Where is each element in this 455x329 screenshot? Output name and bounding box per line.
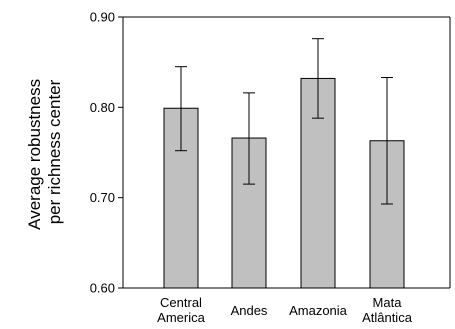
- y-axis-title-line-2: per richness center: [45, 79, 64, 224]
- x-tick-label: Andes: [231, 303, 268, 318]
- x-tick-label-line: Mata: [373, 295, 403, 310]
- x-tick-label-line: America: [157, 310, 205, 325]
- y-ticks-group: 0.60 0.70 0.80 0.90: [90, 10, 123, 296]
- x-tick-label: Amazonia: [289, 303, 348, 318]
- y-axis-title: Average robustness per richness center: [25, 74, 64, 230]
- x-tick-label-line: Atlântica: [362, 310, 413, 325]
- x-tick-label: Mata Atlântica: [362, 295, 413, 325]
- x-tick-label-line: Amazonia: [289, 303, 348, 318]
- x-tick-label-line: Andes: [231, 303, 268, 318]
- bars-group: [163, 38, 405, 289]
- x-labels-group: Central America Andes Amazonia Mata Atlântica: [157, 295, 413, 325]
- y-axis-title-line-1: Average robustness: [25, 79, 44, 230]
- y-tick-label: 0.70: [90, 190, 115, 205]
- y-tick-label: 0.80: [90, 100, 115, 115]
- y-tick-label: 0.60: [90, 281, 115, 296]
- x-tick-label: Central America: [157, 295, 205, 325]
- x-tick-label-line: Central: [160, 295, 202, 310]
- y-tick-label: 0.90: [90, 10, 115, 25]
